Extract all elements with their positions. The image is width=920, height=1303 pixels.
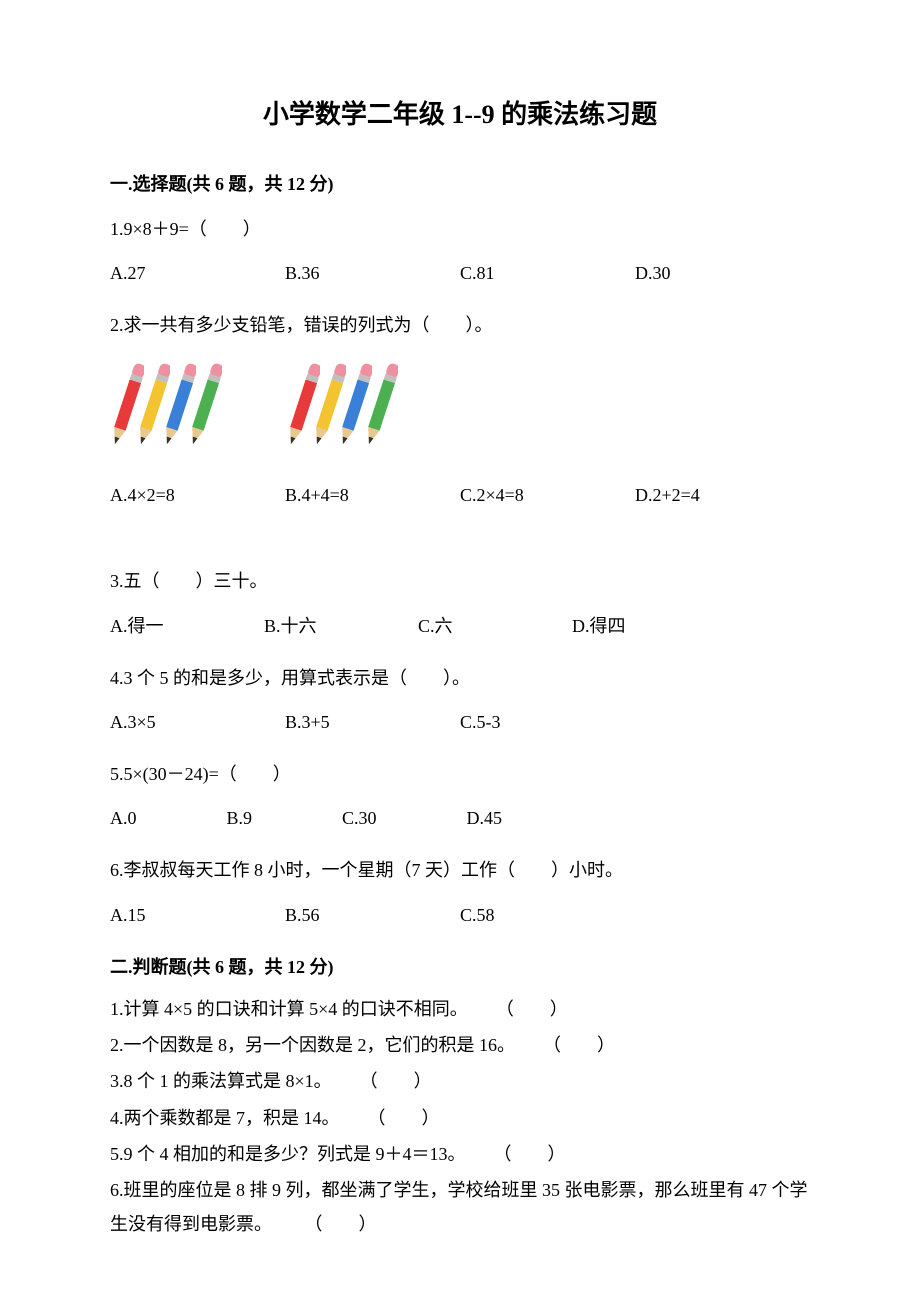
q3-text: 3.五（ ）三十。 [110,564,810,598]
j5-text: 5.9 个 4 相加的和是多少？列式是 9＋4＝13。 [110,1137,466,1171]
q6-opt-a: A.15 [110,898,285,932]
q2-opt-c: C.2×4=8 [460,478,635,512]
q5-opt-b: B.9 [227,801,253,835]
pencil-icon [312,360,340,450]
j2: 2.一个因数是 8，另一个因数是 2，它们的积是 16。 （ ） [110,1028,810,1062]
pencil-icon [286,360,314,450]
j6: 6.班里的座位是 8 排 9 列，都坐满了学生，学校给班里 35 张电影票，那么… [110,1173,810,1241]
q1-opt-b: B.36 [285,256,460,290]
q5-options: A.0 B.9 C.30 D.45 [110,801,810,835]
q1-opt-a: A.27 [110,256,285,290]
q4-opt-c: C.5-3 [460,705,635,739]
j1-blank: （ ） [496,992,568,1026]
q3-opt-c: C.六 [418,609,572,643]
section-1-header: 一.选择题(共 6 题，共 12 分) [110,167,810,201]
q6-opt-c: C.58 [460,898,635,932]
q6-options: A.15 B.56 C.58 [110,898,810,932]
j4-text: 4.两个乘数都是 7，积是 14。 [110,1101,340,1135]
pencil-icon [338,360,366,450]
j4-blank: （ ） [368,1101,440,1135]
section-2-header: 二.判断题(共 6 题，共 12 分) [110,950,810,984]
q3-options: A.得一 B.十六 C.六 D.得四 [110,609,810,643]
j1-text: 1.计算 4×5 的口诀和计算 5×4 的口诀不相同。 [110,992,468,1026]
pencil-icon [136,360,164,450]
pencil-icon [162,360,190,450]
j5: 5.9 个 4 相加的和是多少？列式是 9＋4＝13。 （ ） [110,1137,810,1171]
j4: 4.两个乘数都是 7，积是 14。 （ ） [110,1101,810,1135]
q5-opt-d: D.45 [467,801,503,835]
q3-opt-a: A.得一 [110,609,264,643]
pencil-icon [110,360,138,450]
judge-questions: 1.计算 4×5 的口诀和计算 5×4 的口诀不相同。 （ ） 2.一个因数是 … [110,992,810,1241]
q2-text: 2.求一共有多少支铅笔，错误的列式为（ ）。 [110,308,810,342]
j2-blank: （ ） [543,1028,615,1062]
j3: 3.8 个 1 的乘法算式是 8×1。 （ ） [110,1064,810,1098]
pencil-icon [188,360,216,450]
q5-text: 5.5×(30－24)=（ ） [110,757,810,791]
q3-opt-b: B.十六 [264,609,418,643]
j1: 1.计算 4×5 的口诀和计算 5×4 的口诀不相同。 （ ） [110,992,810,1026]
q1-opt-d: D.30 [635,256,810,290]
q6-opt-b: B.56 [285,898,460,932]
q2-options: A.4×2=8 B.4+4=8 C.2×4=8 D.2+2=4 [110,478,810,512]
q2-opt-a: A.4×2=8 [110,478,285,512]
q1-text: 1.9×8＋9=（ ） [110,212,810,246]
j3-text: 3.8 个 1 的乘法算式是 8×1。 [110,1064,332,1098]
q4-opt-a: A.3×5 [110,705,285,739]
q4-opt-b: B.3+5 [285,705,460,739]
q4-options: A.3×5 B.3+5 C.5-3 [110,705,810,739]
j3-blank: （ ） [360,1064,432,1098]
q5-opt-c: C.30 [342,801,377,835]
q3-opt-d: D.得四 [572,609,726,643]
j6-blank: （ ） [305,1214,377,1234]
q2-opt-d: D.2+2=4 [635,478,810,512]
q4-text: 4.3 个 5 的和是多少，用算式表示是（ ）。 [110,661,810,695]
q5-opt-a: A.0 [110,801,137,835]
j2-text: 2.一个因数是 8，另一个因数是 2，它们的积是 16。 [110,1028,515,1062]
q1-options: A.27 B.36 C.81 D.30 [110,256,810,290]
q1-opt-c: C.81 [460,256,635,290]
q6-text: 6.李叔叔每天工作 8 小时，一个星期（7 天）工作（ ）小时。 [110,853,810,887]
pencil-illustration [110,360,810,450]
pencil-icon [364,360,392,450]
worksheet-title: 小学数学二年级 1--9 的乘法练习题 [110,90,810,139]
q2-opt-b: B.4+4=8 [285,478,460,512]
j6-text: 6.班里的座位是 8 排 9 列，都坐满了学生，学校给班里 35 张电影票，那么… [110,1180,808,1234]
j5-blank: （ ） [494,1137,566,1171]
pencil-group-2 [286,360,392,450]
pencil-group-1 [110,360,216,450]
